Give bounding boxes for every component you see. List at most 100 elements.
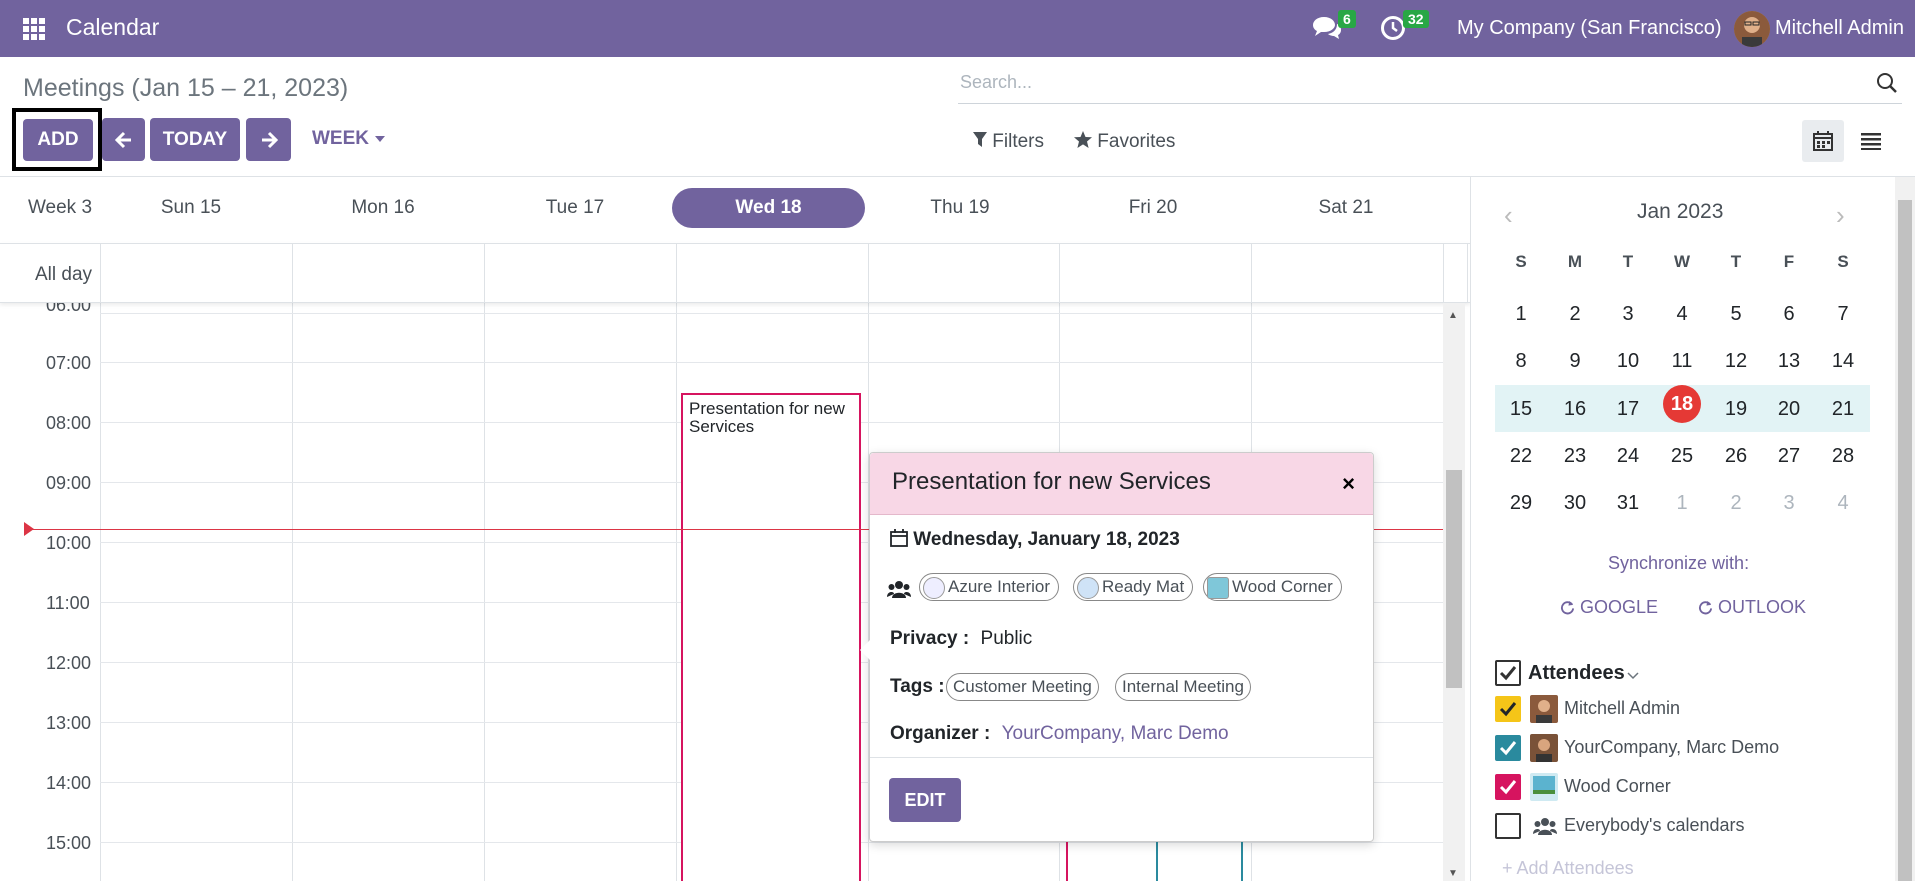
mini-calendar-day[interactable]: 31: [1616, 492, 1640, 514]
apps-grid-icon[interactable]: [22, 17, 46, 41]
mini-calendar-day[interactable]: 2: [1730, 492, 1742, 514]
attendees-toggle-checkbox[interactable]: [1495, 660, 1521, 686]
attendee-name: Wood Corner: [1232, 577, 1333, 596]
messages-icon[interactable]: [1312, 15, 1342, 41]
tag-chip[interactable]: Customer Meeting: [946, 673, 1099, 701]
attendee-checkbox[interactable]: [1495, 774, 1521, 800]
prev-month-chevron-icon[interactable]: ‹: [1504, 200, 1513, 230]
favorites-toggle[interactable]: Favorites: [1074, 131, 1175, 153]
mini-calendar-day[interactable]: 6: [1783, 303, 1795, 325]
add-button-highlight: [12, 108, 102, 171]
calendar-event-edge[interactable]: [1241, 842, 1243, 881]
mini-calendar-day[interactable]: 28: [1831, 445, 1855, 467]
day-header-tue[interactable]: Tue 17: [545, 197, 605, 218]
arrow-right-icon: [261, 131, 278, 148]
tag-chip[interactable]: Internal Meeting: [1115, 673, 1251, 701]
all-day-row[interactable]: [0, 243, 1470, 303]
mini-calendar-day[interactable]: 14: [1831, 350, 1855, 372]
mini-calendar-day[interactable]: 4: [1676, 303, 1688, 325]
mini-calendar-day[interactable]: 20: [1777, 398, 1801, 420]
mini-calendar-day[interactable]: 25: [1670, 445, 1694, 467]
day-header-wed-today[interactable]: Wed 18: [672, 188, 865, 228]
sidebar-scrollbar-thumb[interactable]: [1898, 200, 1912, 881]
day-header-fri[interactable]: Fri 20: [1128, 197, 1178, 218]
organizer-link[interactable]: YourCompany, Marc Demo: [1001, 723, 1229, 744]
day-header-thu[interactable]: Thu 19: [930, 197, 990, 218]
company-switcher[interactable]: My Company (San Francisco): [1457, 17, 1722, 39]
mini-calendar-day[interactable]: 24: [1616, 445, 1640, 467]
scroll-up-arrow-icon[interactable]: ▲: [1448, 310, 1458, 321]
attendee-chip[interactable]: Azure Interior: [919, 573, 1060, 601]
previous-button[interactable]: [102, 118, 145, 161]
close-icon[interactable]: ×: [1342, 471, 1355, 496]
today-button[interactable]: TODAY: [150, 118, 240, 161]
mini-calendar-day[interactable]: 9: [1569, 350, 1581, 372]
mini-calendar-day[interactable]: 3: [1622, 303, 1634, 325]
mini-calendar-day[interactable]: 17: [1616, 398, 1640, 420]
mini-calendar-day[interactable]: 8: [1515, 350, 1527, 372]
next-month-chevron-icon[interactable]: ›: [1836, 200, 1845, 230]
mini-calendar-day[interactable]: 26: [1724, 445, 1748, 467]
day-header-mon[interactable]: Mon 16: [351, 197, 415, 218]
add-attendees-input[interactable]: + Add Attendees: [1502, 858, 1634, 878]
day-header-sat[interactable]: Sat 21: [1318, 197, 1374, 218]
calendar-view-button[interactable]: [1802, 120, 1844, 162]
attendee-chip[interactable]: Wood Corner: [1203, 573, 1342, 601]
user-menu[interactable]: Mitchell Admin: [1775, 17, 1904, 39]
scale-dropdown[interactable]: WEEK: [312, 128, 386, 150]
mini-calendar-day[interactable]: 23: [1563, 445, 1587, 467]
user-avatar[interactable]: [1734, 11, 1770, 47]
mini-calendar-day[interactable]: 21: [1831, 398, 1855, 420]
popover-header: Presentation for new Services ×: [870, 453, 1373, 515]
filters-toggle[interactable]: Filters: [973, 131, 1044, 153]
attendee-chip[interactable]: Ready Mat: [1073, 573, 1194, 601]
time-label: 12:00: [46, 653, 92, 673]
mini-calendar-day[interactable]: 11: [1671, 350, 1693, 372]
calendar-event[interactable]: [681, 393, 861, 881]
mini-calendar-day[interactable]: 10: [1616, 350, 1640, 372]
search-input[interactable]: [960, 72, 1810, 93]
sync-outlook-button[interactable]: OUTLOOK: [1698, 597, 1806, 618]
calendar-event-edge[interactable]: [1066, 842, 1068, 881]
refresh-icon: [1561, 600, 1575, 615]
grid-scrollbar-thumb[interactable]: [1446, 470, 1462, 688]
search-icon[interactable]: [1876, 72, 1898, 94]
app-title[interactable]: Calendar: [66, 14, 160, 40]
attendee-name: YourCompany, Marc Demo: [1564, 737, 1780, 757]
activities-clock-icon[interactable]: [1380, 15, 1406, 41]
mini-calendar-day[interactable]: 22: [1509, 445, 1533, 467]
chevron-down-icon[interactable]: [1627, 672, 1639, 680]
sync-google-button[interactable]: GOOGLE: [1560, 597, 1658, 618]
attendee-checkbox[interactable]: [1495, 735, 1521, 761]
everybody-checkbox[interactable]: [1495, 813, 1521, 839]
add-button[interactable]: ADD: [23, 119, 93, 161]
mini-calendar-day[interactable]: 19: [1724, 398, 1748, 420]
next-button[interactable]: [246, 118, 291, 161]
popover-arrow: [860, 640, 870, 660]
mini-calendar-day[interactable]: 2: [1569, 303, 1581, 325]
mini-calendar-day[interactable]: 3: [1783, 492, 1795, 514]
attendees-title[interactable]: Attendees: [1528, 662, 1625, 684]
mini-calendar-day[interactable]: 5: [1730, 303, 1742, 325]
day-header-sun[interactable]: Sun 15: [160, 197, 222, 218]
edit-button[interactable]: EDIT: [889, 778, 961, 822]
mini-calendar-day[interactable]: 1: [1676, 492, 1688, 514]
attendee-avatar: [1530, 734, 1558, 762]
mini-calendar-day[interactable]: 16: [1563, 398, 1587, 420]
mini-calendar-day[interactable]: 7: [1837, 303, 1849, 325]
mini-calendar-day[interactable]: 29: [1509, 492, 1533, 514]
mini-calendar-day[interactable]: 27: [1777, 445, 1801, 467]
mini-calendar-day[interactable]: 13: [1777, 350, 1801, 372]
calendar-event-edge[interactable]: [1156, 842, 1158, 881]
mini-calendar-day[interactable]: 12: [1724, 350, 1748, 372]
list-view-button[interactable]: [1850, 120, 1892, 162]
mini-calendar-day[interactable]: 1: [1515, 303, 1527, 325]
attendee-checkbox[interactable]: [1495, 696, 1521, 722]
mini-calendar-day[interactable]: 15: [1509, 398, 1533, 420]
mini-calendar-day[interactable]: 4: [1837, 492, 1849, 514]
scroll-down-arrow-icon[interactable]: ▼: [1448, 868, 1458, 879]
time-label: 10:00: [46, 533, 92, 553]
hour-line: [100, 362, 1443, 363]
mini-calendar-today[interactable]: 18: [1663, 385, 1701, 423]
mini-calendar-day[interactable]: 30: [1563, 492, 1587, 514]
